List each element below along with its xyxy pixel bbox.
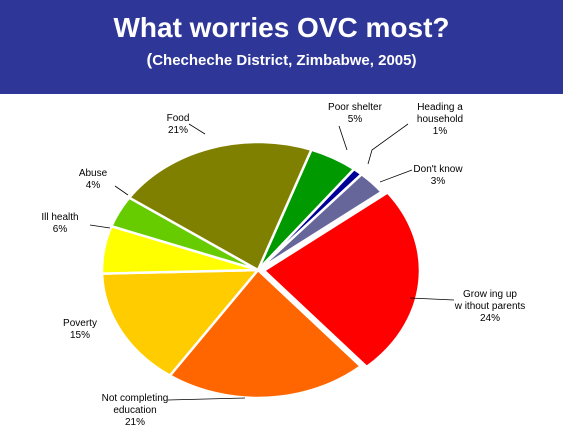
slice-label: Ill health 6% [41, 212, 78, 235]
pie-slice [127, 140, 314, 272]
slice-label: Abuse 4% [79, 168, 108, 191]
leader-line [409, 297, 455, 301]
leader-line [338, 125, 348, 151]
slice-label-line: household [417, 114, 463, 125]
slice-label-line: 3% [431, 176, 446, 187]
leader-line [89, 224, 111, 229]
slice-label-line: 6% [53, 224, 68, 235]
slice-label-line: 15% [70, 330, 90, 341]
subtitle-text: Checheche District, Zimbabwe, 2005 [152, 52, 412, 69]
slice-label-line: Abuse [79, 168, 108, 179]
subtitle-open-paren: ( [146, 50, 153, 69]
slice-label-line: w ithout parents [454, 301, 526, 312]
title-banner: What worries OVC most? (Checheche Distri… [0, 0, 563, 94]
slice-label-line: 1% [433, 126, 448, 137]
slice-label: Grow ing up w ithout parents 24% [454, 289, 526, 324]
chart-subtitle: (Checheche District, Zimbabwe, 2005) [0, 50, 563, 70]
slice-label-line: 21% [168, 125, 188, 136]
chart-title: What worries OVC most? [113, 12, 450, 43]
slice-label-line: Food [167, 113, 190, 124]
slice-label-line: Don't know [413, 164, 463, 175]
slice-label-line: 5% [348, 114, 363, 125]
slice-label-line: 4% [86, 180, 101, 191]
leader-line [167, 397, 246, 401]
slice-label-line: 24% [480, 313, 500, 324]
slice-label-line: 21% [125, 417, 145, 428]
pie-slices [100, 140, 422, 400]
slice-label: Not completing education 21% [102, 393, 169, 428]
slice-label-line: Poor shelter [328, 102, 383, 113]
subtitle-close-paren: ) [411, 52, 417, 69]
slice-label: Heading a household 1% [417, 102, 463, 137]
slice-label-line: Not completing [102, 393, 169, 404]
pie-slice [167, 268, 363, 400]
leader-line [188, 123, 206, 135]
pie-slice [257, 172, 384, 272]
slice-label-line: education [113, 405, 156, 416]
slice-label: Poverty 15% [63, 318, 97, 341]
leader-line [379, 169, 413, 183]
leader-line [367, 123, 409, 165]
slice-label: Poor shelter 5% [328, 102, 383, 125]
slice-label-line: Heading a [417, 102, 463, 113]
leader-line [114, 185, 129, 196]
leader-lines [89, 123, 455, 401]
slice-label-line: Grow ing up [463, 289, 517, 300]
pie-slice [100, 268, 261, 378]
slice-labels: Poor shelter 5% Heading a household 1% Don't … [41, 102, 525, 428]
slice-label-line: Poverty [63, 318, 97, 329]
pie-slice [261, 190, 422, 369]
slice-label-line: Ill health [41, 212, 78, 223]
slice-label: Food 21% [167, 113, 190, 136]
slice-label: Don't know 3% [413, 164, 463, 187]
